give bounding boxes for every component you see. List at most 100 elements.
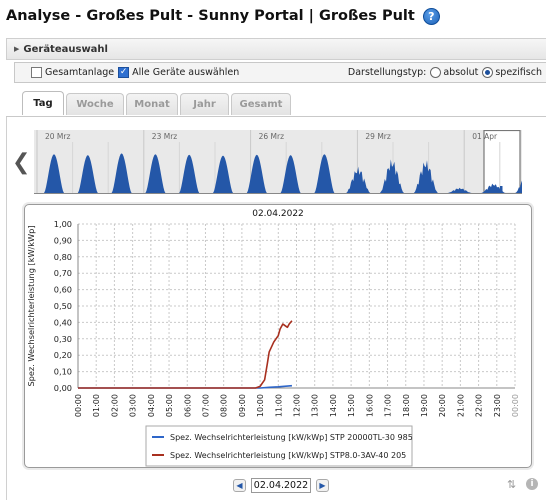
display-type-specific[interactable]: spezifisch	[478, 67, 542, 78]
radio-on-icon	[482, 67, 494, 78]
x-tick-label: 04:00	[147, 394, 156, 417]
x-tick-label: 20:00	[438, 394, 447, 417]
x-tick-label: 00:00	[511, 394, 520, 417]
specific-label: spezifisch	[495, 67, 542, 78]
x-tick-label: 01:00	[92, 394, 101, 417]
x-tick-label: 12:00	[293, 394, 302, 417]
info-icon[interactable]: i	[526, 478, 538, 490]
overview-date-label: 01 Apr	[472, 132, 498, 141]
overview-strip[interactable]: 20 Mrz 23 Mrz 26 Mrz 29 Mrz 01 Apr	[34, 130, 522, 194]
y-tick-label: 0,90	[54, 235, 72, 245]
overview-day-production	[413, 160, 438, 193]
x-tick-label: 14:00	[329, 394, 338, 417]
x-tick-label: 06:00	[183, 394, 192, 417]
y-tick-label: 0,60	[54, 285, 72, 295]
x-tick-label: 15:00	[347, 394, 356, 417]
legend-entry[interactable]: Spez. Wechselrichterleistung [kW/kWp] ST…	[170, 451, 406, 460]
x-tick-label: 13:00	[311, 394, 320, 417]
y-tick-label: 0,20	[54, 350, 72, 360]
x-tick-label: 07:00	[201, 394, 210, 417]
y-tick-label: 1,00	[54, 219, 72, 229]
previous-range-icon[interactable]: ❮	[12, 150, 31, 175]
legend-entry[interactable]: Spez. Wechselrichterleistung [kW/kWp] ST…	[170, 433, 413, 442]
overview-day-production	[145, 154, 166, 193]
device-selection-label: Geräteauswahl	[23, 43, 108, 55]
x-tick-label: 17:00	[384, 394, 393, 417]
x-tick-label: 18:00	[402, 394, 411, 417]
help-icon[interactable]: ?	[422, 7, 440, 25]
overview-day-production	[77, 155, 98, 193]
total-plant-label: Gesamtanlage	[45, 67, 115, 78]
overview-date-label: 20 Mrz	[45, 132, 70, 141]
power-chart: 02.04.2022 Spez. Wechselrichterleistung […	[26, 209, 520, 467]
page-title: Analyse - Großes Pult - Sunny Portal | G…	[6, 8, 415, 24]
tab-month[interactable]: Monat	[126, 93, 178, 115]
overview-day-production	[481, 183, 506, 193]
x-tick-label: 00:00	[74, 394, 83, 417]
x-tick-label: 05:00	[165, 394, 174, 417]
x-tick-label: 09:00	[238, 394, 247, 417]
date-field[interactable]: 02.04.2022	[251, 478, 311, 493]
next-day-button[interactable]: ▶	[316, 479, 329, 492]
zoom-icon[interactable]: ⇅	[507, 478, 517, 491]
tab-day[interactable]: Tag	[22, 91, 64, 115]
x-tick-label: 21:00	[456, 394, 465, 417]
date-navigation: ◀ 02.04.2022 ▶	[233, 478, 329, 493]
x-tick-label: 03:00	[129, 394, 138, 417]
y-tick-label: 0,70	[54, 268, 72, 278]
series-line-stp8000	[78, 320, 293, 389]
radio-off-icon	[430, 67, 442, 78]
overview-date-label: 29 Mrz	[365, 132, 390, 141]
previous-day-button[interactable]: ◀	[233, 479, 246, 492]
selected-day-window[interactable]	[483, 130, 521, 194]
x-tick-label: 02:00	[110, 394, 119, 417]
tab-divider	[6, 116, 546, 117]
overview-selected-production	[500, 186, 503, 193]
device-selection-toggle[interactable]: ▶ Geräteauswahl	[6, 38, 546, 60]
all-devices-label: Alle Geräte auswählen	[132, 67, 240, 78]
overview-day-production	[44, 154, 64, 193]
y-tick-label: 0,10	[54, 367, 72, 377]
y-axis-label: Spez. Wechselrichterleistung [kW/kWp]	[26, 225, 36, 386]
overview-date-label: 23 Mrz	[152, 132, 177, 141]
y-tick-label: 0,80	[54, 252, 72, 262]
overview-day-production	[314, 154, 335, 193]
overview-day-production	[515, 180, 522, 193]
x-tick-label: 08:00	[220, 394, 229, 417]
y-tick-label: 0,40	[54, 317, 72, 327]
period-tabs: Tag Woche Monat Jahr Gesamt	[22, 91, 291, 115]
x-tick-label: 16:00	[365, 394, 374, 417]
options-bar: Gesamtanlage ✓ Alle Geräte auswählen Dar…	[14, 62, 546, 83]
x-tick-label: 11:00	[274, 394, 283, 417]
x-tick-label: 23:00	[493, 394, 502, 417]
overview-day-production	[346, 166, 371, 193]
checkbox-checked-icon: ✓	[118, 67, 130, 78]
x-tick-label: 10:00	[256, 394, 265, 417]
overview-day-production	[213, 155, 233, 193]
chart-title: 02.04.2022	[252, 209, 304, 219]
overview-day-production	[380, 159, 404, 193]
triangle-right-icon: ▶	[14, 45, 20, 53]
display-type-label: Darstellungstyp:	[347, 67, 427, 78]
page-header: Analyse - Großes Pult - Sunny Portal | G…	[6, 5, 440, 27]
overview-day-production	[179, 154, 200, 193]
y-tick-label: 0,00	[54, 383, 72, 393]
total-plant-checkbox[interactable]: Gesamtanlage	[31, 67, 114, 78]
overview-day-production	[111, 153, 132, 193]
overview-day-production	[280, 155, 301, 193]
y-tick-label: 0,30	[54, 334, 72, 344]
display-type-absolute[interactable]: absolut	[426, 67, 478, 78]
checkbox-unchecked-icon	[31, 67, 42, 78]
tab-year[interactable]: Jahr	[180, 93, 229, 115]
overview-date-label: 26 Mrz	[259, 132, 284, 141]
y-tick-label: 0,50	[54, 301, 72, 311]
overview-day-production	[246, 154, 267, 193]
all-devices-checkbox[interactable]: ✓ Alle Geräte auswählen	[118, 67, 239, 78]
x-tick-label: 19:00	[420, 394, 429, 417]
legend-box	[145, 425, 413, 467]
tab-week[interactable]: Woche	[66, 93, 124, 115]
absolute-label: absolut	[443, 67, 479, 78]
overview-day-production	[447, 187, 472, 193]
x-tick-label: 22:00	[475, 394, 484, 417]
tab-total[interactable]: Gesamt	[231, 93, 291, 115]
